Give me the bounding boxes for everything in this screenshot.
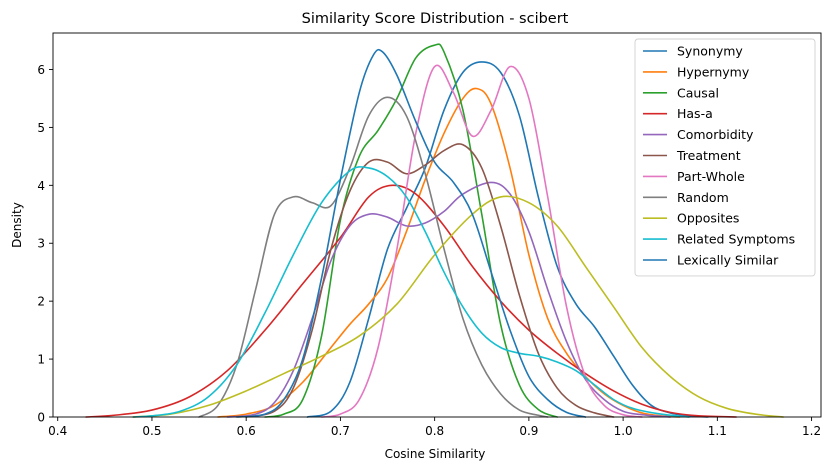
series-line-has-a — [85, 184, 737, 418]
x-axis-title: Cosine Similarity — [385, 447, 486, 461]
series-line-synonymy — [306, 61, 709, 418]
x-tick-label: 0.9 — [519, 424, 538, 438]
legend-label: Part-Whole — [677, 169, 745, 184]
chart-title: Similarity Score Distribution - scibert — [302, 11, 569, 27]
legend-label: Related Symptoms — [677, 232, 795, 247]
legend-label: Comorbidity — [677, 127, 754, 142]
legend-label: Causal — [677, 85, 719, 100]
series-line-causal — [264, 43, 558, 418]
series-line-random — [198, 96, 549, 418]
y-tick-label: 2 — [37, 295, 45, 309]
series-line-related-symptoms — [132, 166, 690, 418]
x-tick-label: 1.1 — [708, 424, 727, 438]
x-tick-label: 0.4 — [48, 424, 67, 438]
series-line-hypernymy — [217, 87, 681, 418]
x-tick-label: 0.5 — [142, 424, 161, 438]
series-line-part-whole — [320, 64, 643, 418]
x-tick-label: 0.7 — [331, 424, 350, 438]
x-tick-label: 0.6 — [237, 424, 256, 438]
series-line-opposites — [132, 195, 785, 418]
plot-area — [85, 43, 785, 418]
legend-label: Hypernymy — [677, 64, 750, 79]
legend-label: Opposites — [677, 211, 739, 226]
x-tick-label: 1.0 — [614, 424, 633, 438]
x-tick-label: 1.2 — [802, 424, 821, 438]
plot-frame — [52, 32, 822, 418]
legend: Synonymy Hypernymy Causal Has-a Comorbidity T… — [634, 38, 816, 277]
legend-label: Random — [677, 190, 729, 205]
series-line-lexically-similar — [235, 48, 587, 418]
y-tick-label: 3 — [37, 237, 45, 251]
y-tick-label: 5 — [37, 121, 45, 135]
x-tick-label: 0.8 — [425, 424, 444, 438]
y-tick-label: 4 — [37, 179, 45, 193]
legend-label: Lexically Similar — [677, 253, 779, 268]
y-tick-label: 1 — [37, 353, 45, 367]
legend-label: Synonymy — [677, 44, 743, 59]
legend-label: Has-a — [677, 106, 713, 121]
y-axis-title: Density — [10, 202, 24, 248]
series-line-treatment — [245, 143, 615, 418]
y-tick-label: 6 — [37, 63, 45, 77]
y-tick-label: 0 — [37, 411, 45, 425]
legend-box — [634, 38, 816, 277]
y-axis: 0 1 2 3 4 5 6 — [37, 63, 53, 425]
legend-label: Treatment — [676, 148, 741, 163]
x-axis: 0.4 0.5 0.6 0.7 0.8 0.9 1.0 1.1 1.2 — [48, 417, 821, 438]
